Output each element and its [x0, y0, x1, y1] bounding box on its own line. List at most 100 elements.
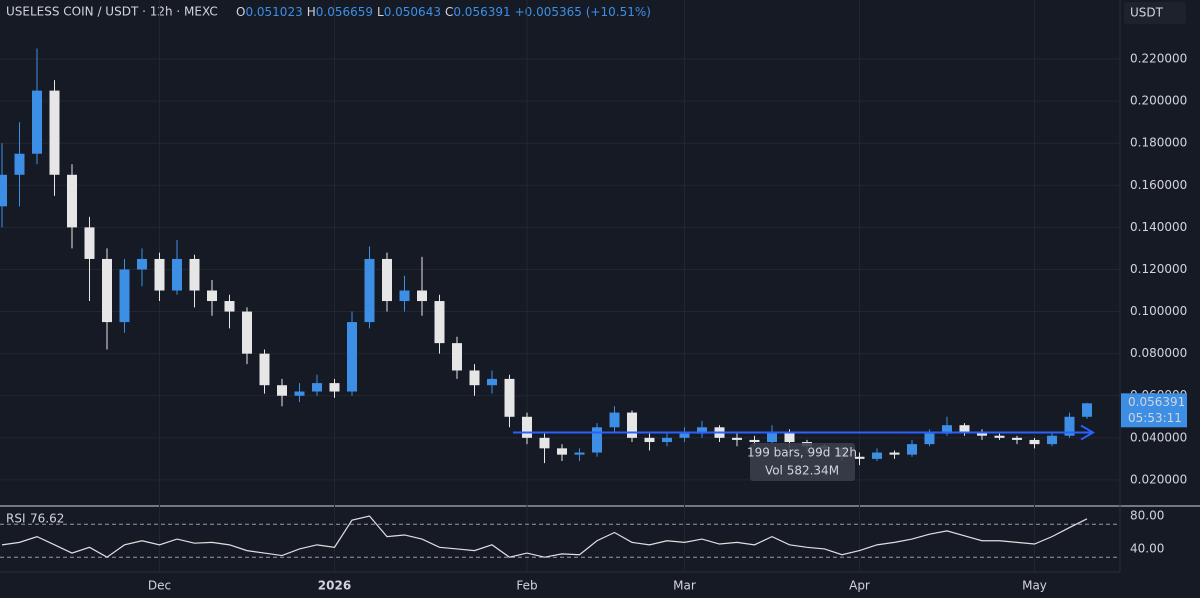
ohlc-value: 0.056659 [316, 5, 373, 19]
price-tag [1121, 393, 1187, 428]
rsi-value: 76.62 [30, 512, 64, 526]
candle-body [417, 290, 427, 302]
candle-body [67, 174, 77, 228]
candle-body [662, 437, 672, 443]
change-value: +0.005365 (+10.51%) [515, 5, 651, 19]
candle-body [872, 452, 882, 459]
candle-body [14, 153, 25, 175]
candle-body [679, 433, 690, 438]
candle-body [924, 433, 935, 445]
rsi-line [1, 515, 1088, 558]
y-tick-label: 0.020000 [1130, 472, 1187, 486]
candle-body [364, 258, 375, 323]
candle-body [907, 444, 917, 455]
header: USELESS COIN / USDT · 12h · MEXC O0.0510… [6, 5, 651, 19]
candle-body [1082, 403, 1092, 417]
rsi-tick-label: 40.00 [1130, 541, 1164, 555]
candle-body [574, 452, 585, 455]
y-tick-label: 0.200000 [1130, 94, 1187, 108]
candle-body [977, 431, 987, 436]
candle-body [172, 258, 182, 291]
candle-body [154, 258, 165, 291]
ohlc-value: 0.056391 [453, 5, 510, 19]
measure-text: Vol 582.34M [765, 464, 839, 478]
x-tick-label: May [1022, 579, 1047, 593]
candle-body [329, 383, 340, 392]
candle-body [259, 353, 270, 386]
y-tick-label: 0.040000 [1130, 430, 1187, 444]
candle-body [347, 322, 357, 392]
candle-body [119, 269, 130, 323]
candle-body [32, 90, 42, 154]
candle-body [1047, 435, 1057, 445]
measure-box [750, 443, 855, 481]
candle-body [1012, 437, 1022, 440]
y-tick-label: 0.180000 [1130, 136, 1187, 150]
measure-text: 199 bars, 99d 12h [747, 446, 857, 460]
x-tick-label: Feb [516, 579, 537, 593]
candle-body [399, 290, 410, 302]
candle-body [1064, 416, 1075, 436]
currency-label[interactable]: USDT [1130, 6, 1164, 20]
ohlc-value: 0.050643 [384, 5, 441, 19]
arrow-head [1080, 424, 1095, 441]
symbol-title: USELESS COIN / USDT · 12h · MEXC [6, 5, 218, 19]
candle-body [0, 174, 7, 207]
y-tick-label: 0.160000 [1130, 178, 1187, 192]
candle-body [504, 378, 515, 417]
candle-body [84, 227, 95, 259]
candle-body [382, 258, 392, 302]
candle-body [749, 439, 760, 443]
x-tick-label: Apr [849, 579, 870, 593]
candle-body [609, 412, 620, 428]
candle-body [469, 370, 480, 386]
candle-body [959, 425, 970, 432]
x-tick-label: Dec [148, 579, 171, 593]
candle-body [1029, 439, 1040, 445]
y-tick-label: 0.100000 [1130, 304, 1187, 318]
y-tick-label: 0.140000 [1130, 220, 1187, 234]
candle-body [854, 456, 865, 459]
candle-body [189, 258, 200, 291]
price-tag-value: 0.056391 [1128, 395, 1185, 409]
candle-body [942, 425, 952, 434]
candle-body [539, 437, 550, 449]
candle-body [102, 258, 112, 323]
candle-body [207, 290, 217, 302]
candle-body [312, 383, 322, 392]
candle-body [277, 385, 287, 396]
candle-body [784, 431, 795, 443]
candle-body [557, 448, 567, 455]
ohlc-label: C [445, 5, 453, 19]
currency-button[interactable] [1124, 2, 1186, 24]
ohlc-value: 0.051023 [245, 5, 302, 19]
rsi-name: RSI [6, 512, 26, 526]
candle-body [294, 391, 305, 396]
candle-body [732, 437, 742, 440]
y-tick-label: 0.080000 [1130, 346, 1187, 360]
candle-body [592, 427, 602, 453]
candle-body [697, 427, 707, 434]
rsi-tick-label: 80.00 [1130, 509, 1164, 523]
candle-body [49, 90, 60, 175]
candle-body [452, 343, 462, 371]
y-tick-label: 0.220000 [1130, 52, 1187, 66]
candle-body [994, 435, 1005, 438]
ohlc-label: L [377, 5, 384, 19]
candle-body [889, 452, 900, 455]
candle-body [224, 301, 235, 312]
price-tag-countdown: 05:53:11 [1128, 411, 1182, 425]
candle-body [627, 412, 637, 438]
ohlc-label: H [307, 5, 316, 19]
candle-body [487, 378, 497, 386]
candle-body [522, 416, 532, 438]
x-tick-label: 2026 [318, 579, 351, 593]
candle-body [242, 311, 252, 354]
candle-body [767, 431, 777, 443]
ohlc-label: O [236, 5, 245, 19]
x-tick-label: Mar [673, 579, 696, 593]
candle-body [434, 301, 445, 344]
y-tick-label: 0.120000 [1130, 262, 1187, 276]
